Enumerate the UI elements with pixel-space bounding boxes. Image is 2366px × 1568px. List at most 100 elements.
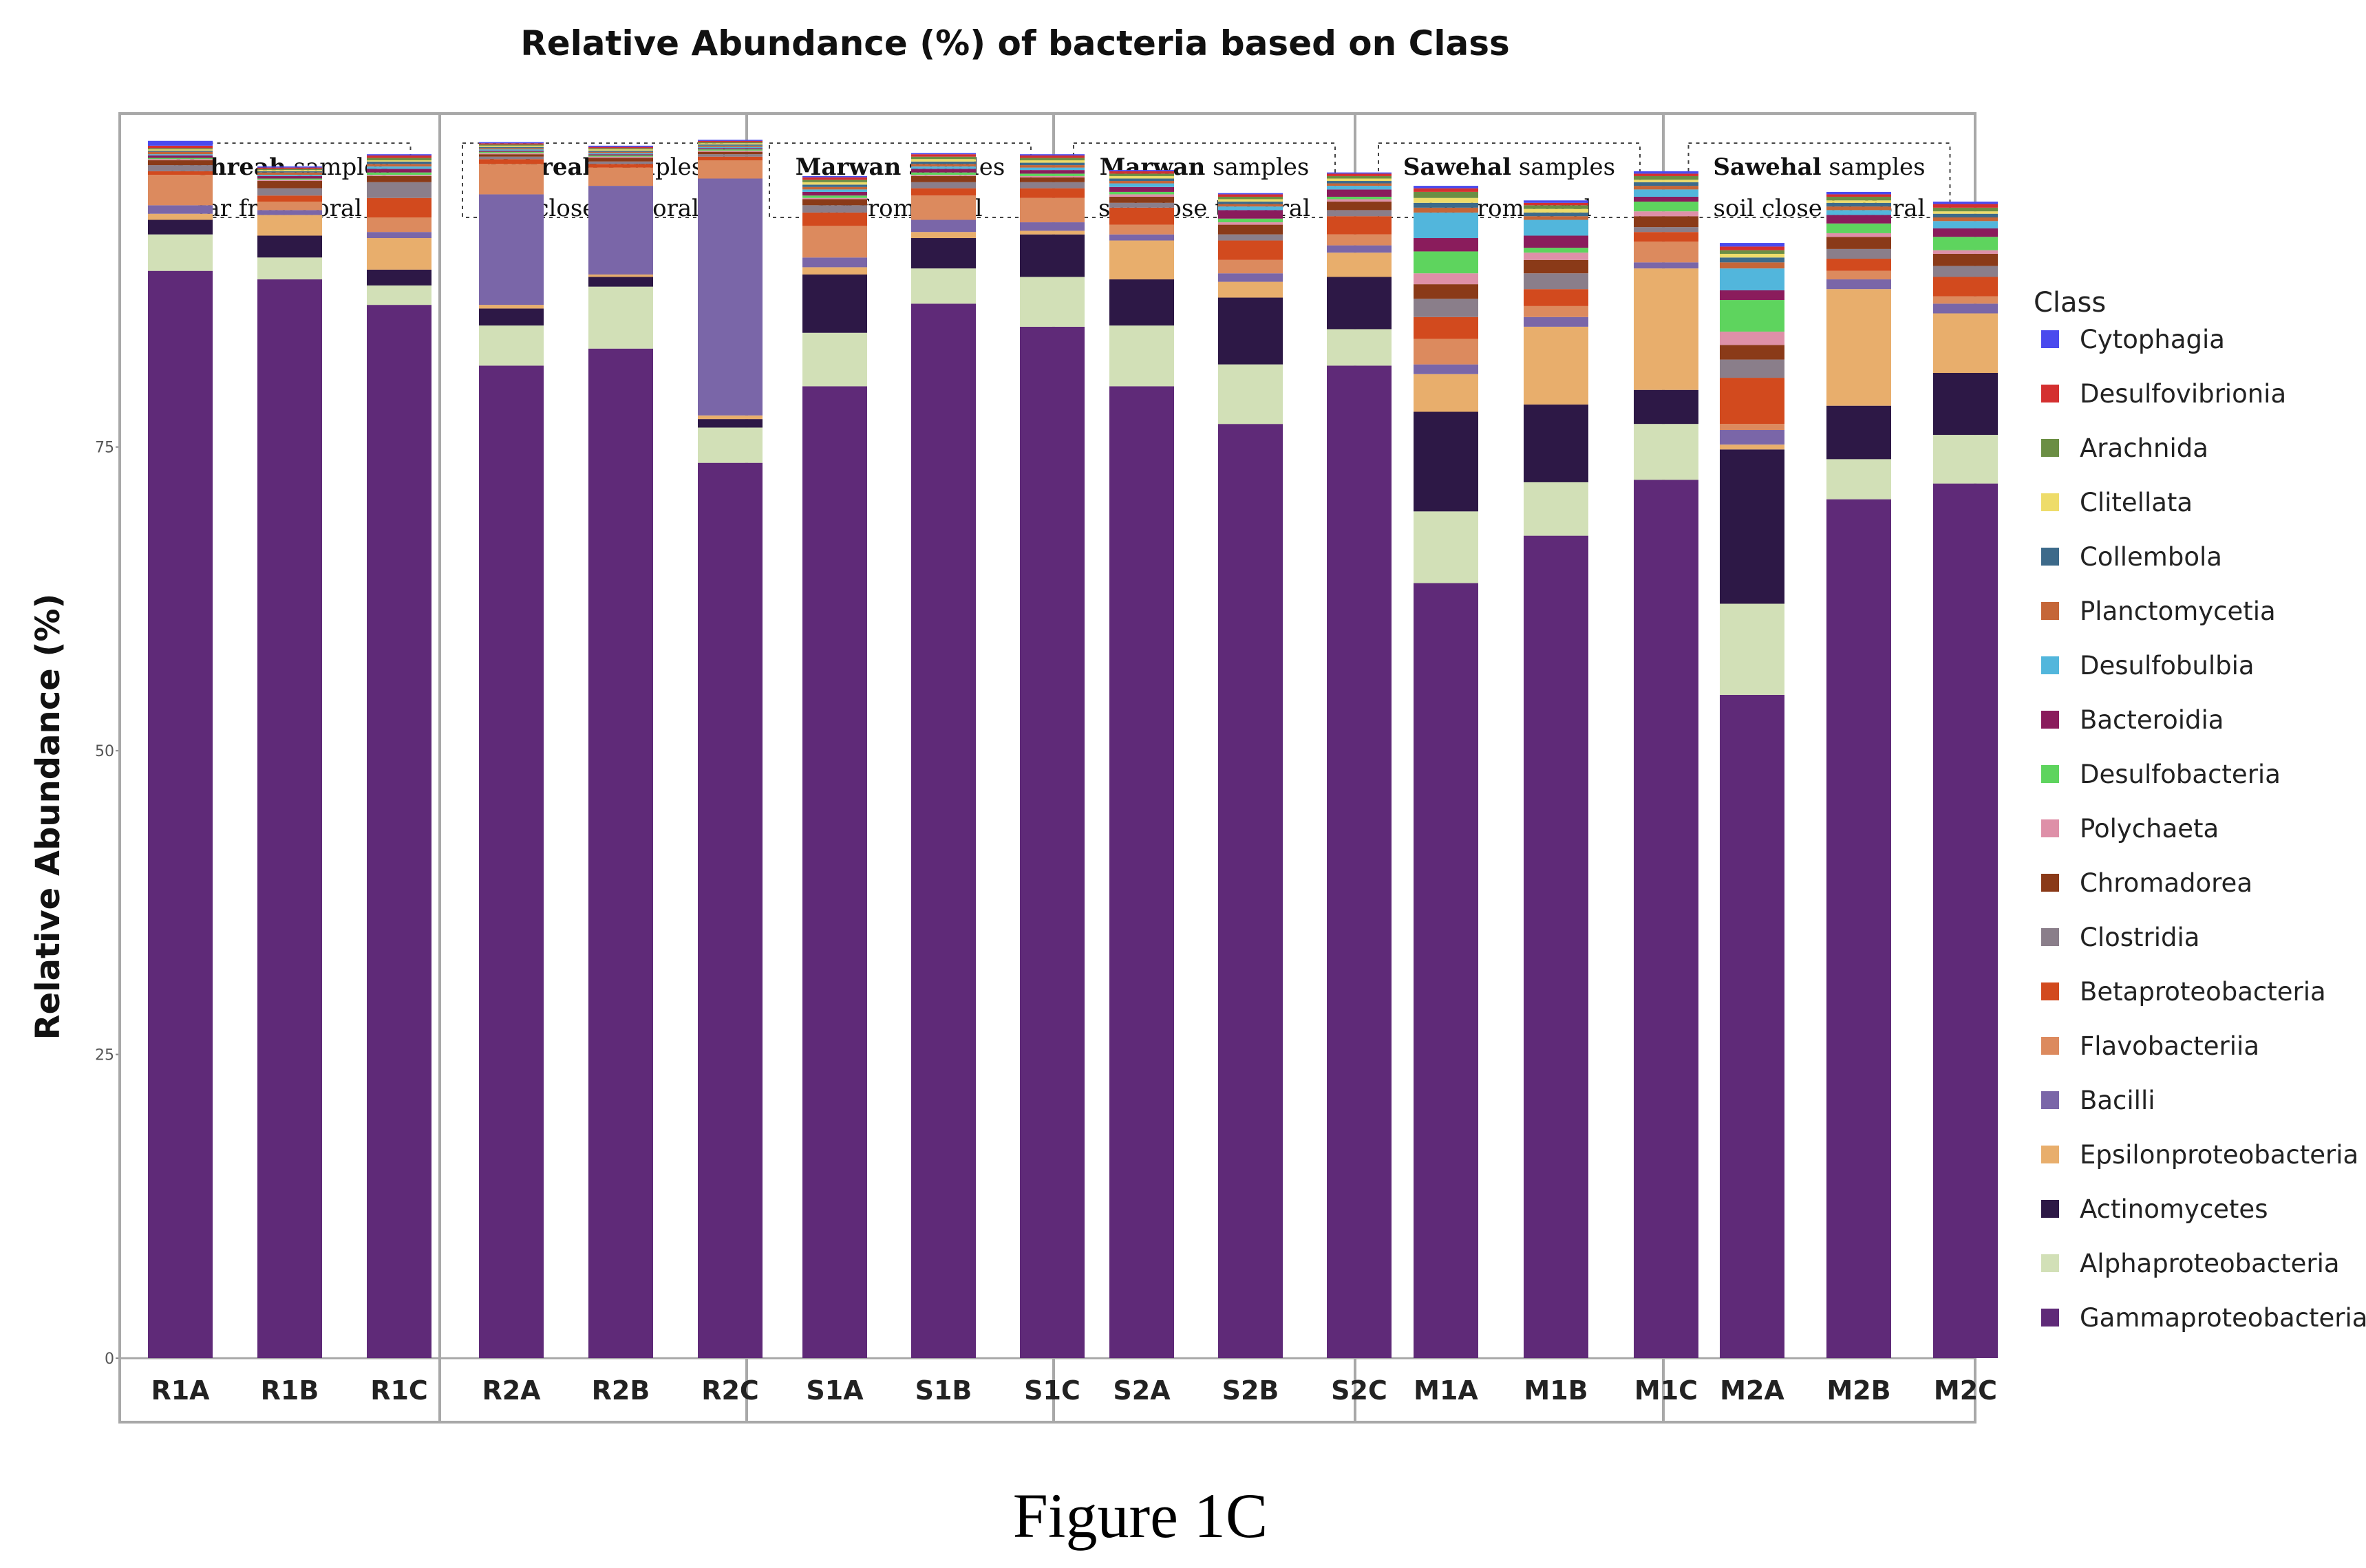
- bar-segment: [911, 182, 976, 189]
- panel-header-suffix: samples: [1205, 153, 1309, 181]
- bar-segment: [1933, 303, 1998, 314]
- bar-segment: [479, 365, 544, 1359]
- bar-stack: [588, 145, 653, 1359]
- legend-item: Clitellata: [2041, 488, 2193, 517]
- bar-segment: [1327, 175, 1392, 179]
- bar-segment: [911, 154, 976, 157]
- bar-stack: [257, 166, 322, 1359]
- panel-frame: [745, 112, 1055, 1424]
- bar-segment: [1634, 186, 1698, 190]
- legend-title: Class: [2034, 287, 2106, 319]
- bar-segment: [257, 172, 322, 175]
- bar-segment: [911, 169, 976, 173]
- bar-stack: [1109, 170, 1174, 1358]
- bar-segment: [1327, 172, 1392, 174]
- x-tick-label: S2C: [1331, 1375, 1387, 1406]
- bar-segment: [1524, 248, 1588, 253]
- bar-segment: [588, 286, 653, 349]
- legend-swatch: [2041, 330, 2059, 348]
- bar-segment: [1218, 218, 1283, 223]
- bar-segment: [1826, 233, 1891, 237]
- bar-segment: [148, 159, 213, 161]
- bar-segment: [1524, 259, 1588, 274]
- bar-segment: [1327, 234, 1392, 246]
- legend-swatch: [2041, 439, 2059, 457]
- bar-segment: [1720, 345, 1784, 360]
- bar-segment: [698, 147, 763, 149]
- bar-segment: [257, 195, 322, 202]
- legend-swatch: [2041, 711, 2059, 729]
- bar-segment: [802, 332, 867, 387]
- legend-swatch: [2041, 765, 2059, 783]
- bar-segment: [588, 149, 653, 151]
- bar-segment: [479, 149, 544, 151]
- bar-segment: [1020, 173, 1085, 176]
- bar-segment: [479, 143, 544, 145]
- bar-segment: [1720, 378, 1784, 425]
- bar-segment: [1634, 216, 1698, 228]
- legend-label: Planctomycetia: [2080, 597, 2276, 626]
- bar-segment: [1414, 374, 1478, 412]
- bar-segment: [1414, 511, 1478, 583]
- legend-swatch: [2041, 982, 2059, 1000]
- bar-segment: [1634, 211, 1698, 217]
- bar-segment: [1218, 234, 1283, 241]
- bar-segment: [802, 386, 867, 1358]
- legend-item: Flavobacteriia: [2041, 1031, 2259, 1061]
- y-axis-ticks: 0 25 50 75: [95, 440, 120, 1368]
- bar-segment: [1218, 297, 1283, 365]
- bar-segment: [1414, 186, 1478, 189]
- bar-segment: [911, 175, 976, 182]
- bar-segment: [1414, 191, 1478, 198]
- bar-segment: [911, 268, 976, 304]
- bar-segment: [148, 155, 213, 158]
- panel-header-suffix: samples: [1822, 153, 1926, 181]
- bar-segment: [148, 234, 213, 271]
- legend-label: Flavobacteriia: [2080, 1031, 2259, 1061]
- bar-segment: [1720, 243, 1784, 247]
- bar-segment: [367, 154, 431, 155]
- bar-segment: [1109, 170, 1174, 171]
- legend-swatch: [2041, 1091, 2059, 1109]
- bar-segment: [1020, 170, 1085, 174]
- bar-segment: [1524, 326, 1588, 405]
- bar-segment: [1218, 202, 1283, 204]
- bar-segment: [698, 142, 763, 144]
- bar-segment: [1720, 300, 1784, 332]
- bar-segment: [1327, 199, 1392, 202]
- bar-segment: [148, 150, 213, 152]
- bar-segment: [588, 158, 653, 162]
- legend-label: Collembola: [2080, 542, 2222, 572]
- bar-segment: [911, 219, 976, 233]
- legend-item: Bacilli: [2041, 1086, 2155, 1115]
- bar-segment: [1524, 212, 1588, 217]
- bar-stack: [698, 139, 763, 1358]
- x-tick-label: M1B: [1524, 1375, 1588, 1406]
- bar-segment: [367, 217, 431, 233]
- bar-segment: [257, 202, 322, 211]
- bar-segment: [1933, 296, 1998, 304]
- bar-segment: [1218, 273, 1283, 282]
- x-tick-label: S1C: [1024, 1375, 1080, 1406]
- x-tick-label: S1A: [806, 1375, 864, 1406]
- bar-segment: [1720, 429, 1784, 445]
- bar-segment: [1634, 227, 1698, 233]
- bar-segment: [1634, 182, 1698, 186]
- legend-item: Arachnida: [2041, 433, 2208, 463]
- bar-segment: [257, 175, 322, 179]
- bar-segment: [1826, 196, 1891, 201]
- bar-segment: [1524, 219, 1588, 236]
- bar-segment: [1933, 207, 1998, 212]
- bar-segment: [1414, 212, 1478, 239]
- bar-segment: [148, 219, 213, 235]
- bar-segment: [802, 180, 867, 182]
- bar-segment: [588, 164, 653, 168]
- legend-swatch: [2041, 1200, 2059, 1218]
- x-tick-label: R2C: [701, 1375, 759, 1406]
- bar-segment: [479, 148, 544, 150]
- legend-swatch: [2041, 1254, 2059, 1272]
- bar-segment: [148, 171, 213, 175]
